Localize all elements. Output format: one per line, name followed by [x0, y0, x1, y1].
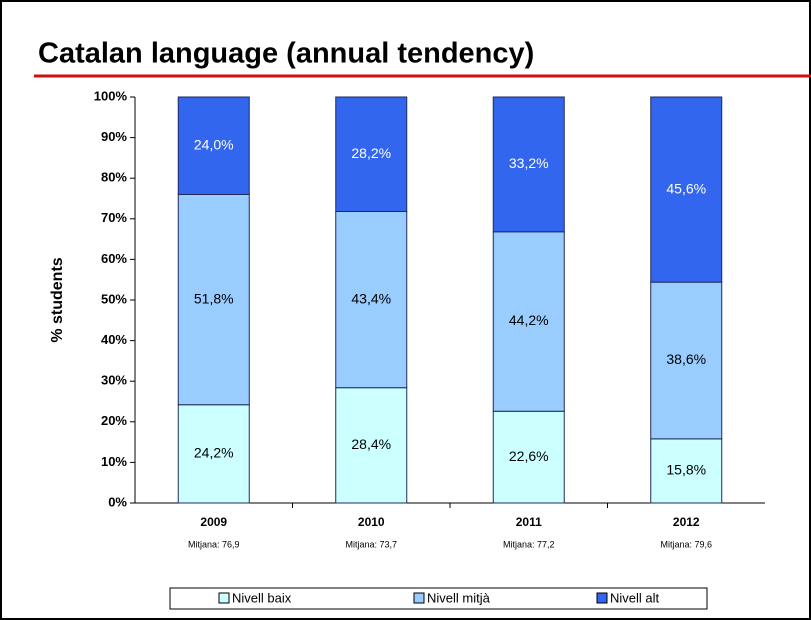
- x-sublabel: Mitjana: 79,6: [660, 539, 712, 549]
- x-tick-label: 2011: [516, 515, 542, 529]
- y-tick-label: 40%: [101, 332, 127, 347]
- y-tick-label: 60%: [101, 251, 127, 266]
- bar-segment: [177, 193, 250, 406]
- bar-segment: [492, 96, 565, 233]
- value-label: 22,6%: [509, 448, 549, 464]
- legend-label: Nivell mitjà: [427, 590, 491, 605]
- legend-swatch: [596, 592, 608, 604]
- y-axis-label: % students: [49, 257, 66, 342]
- legend-label: Nivell alt: [610, 590, 660, 605]
- bar-segment: [335, 210, 408, 389]
- legend: [169, 587, 708, 610]
- x-sublabel: Mitjana: 73,7: [345, 539, 397, 549]
- y-tick-label: 30%: [101, 373, 127, 388]
- y-tick-label: 100%: [94, 88, 128, 103]
- value-label: 43,4%: [351, 290, 391, 306]
- value-label: 45,6%: [666, 180, 706, 196]
- y-tick-label: 50%: [101, 291, 127, 306]
- y-tick-label: 90%: [101, 129, 127, 144]
- x-sublabel: Mitjana: 77,2: [503, 539, 555, 549]
- value-label: 24,2%: [194, 445, 234, 461]
- bar-segment: [177, 404, 250, 504]
- y-tick-label: 80%: [101, 170, 127, 185]
- bar-segment: [492, 410, 565, 504]
- value-label: 28,2%: [351, 145, 391, 161]
- chart-title: Catalan language (annual tendency): [38, 38, 534, 70]
- y-tick-label: 20%: [101, 413, 127, 428]
- value-label: 15,8%: [666, 462, 706, 478]
- bar-segment: [650, 281, 723, 440]
- bar-segment: [492, 231, 565, 412]
- bar-segment: [335, 387, 408, 504]
- legend-label: Nivell baix: [232, 590, 292, 605]
- bar-segment: [335, 96, 408, 212]
- bar-segment: [650, 438, 723, 504]
- legend-swatch: [218, 592, 230, 604]
- y-tick-label: 70%: [101, 210, 127, 225]
- value-label: 51,8%: [194, 290, 234, 306]
- y-tick-label: 0%: [108, 494, 127, 509]
- value-label: 44,2%: [509, 312, 549, 328]
- bar-segment: [650, 96, 723, 283]
- x-tick-label: 2010: [358, 515, 385, 529]
- x-sublabel: Mitjana: 76,9: [188, 539, 240, 549]
- x-tick-label: 2012: [673, 515, 700, 529]
- x-tick-label: 2009: [200, 515, 227, 529]
- legend-swatch: [413, 592, 425, 604]
- value-label: 33,2%: [509, 155, 549, 171]
- value-label: 28,4%: [351, 436, 391, 452]
- y-tick-label: 10%: [101, 454, 127, 469]
- value-label: 38,6%: [666, 351, 706, 367]
- bar-segment: [177, 96, 250, 195]
- value-label: 24,0%: [194, 136, 234, 152]
